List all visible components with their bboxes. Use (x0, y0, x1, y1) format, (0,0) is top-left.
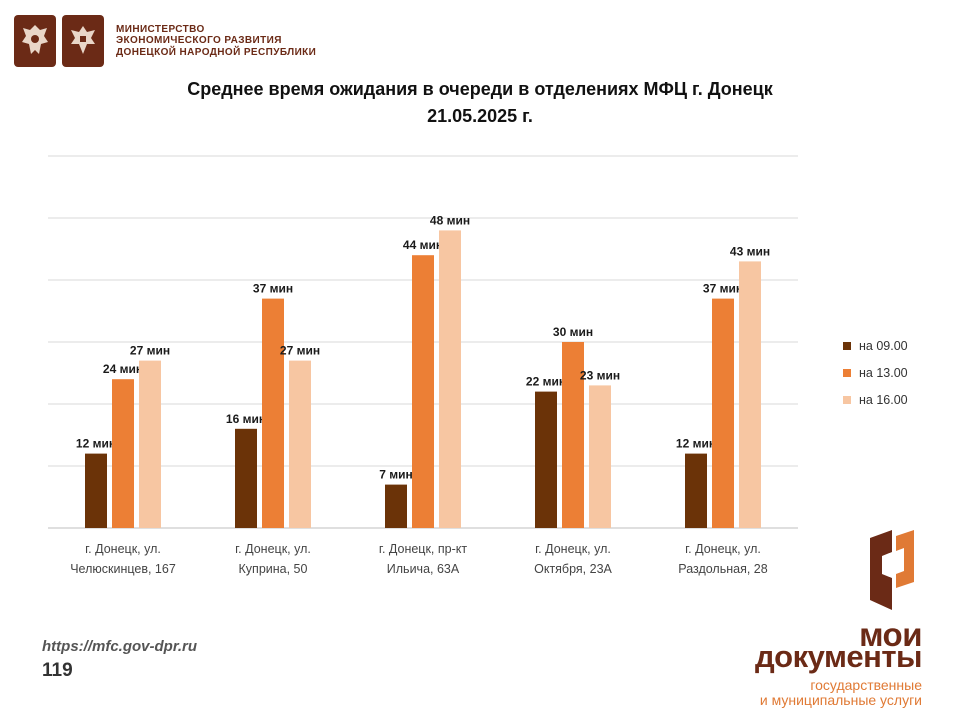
legend-swatch (843, 368, 851, 377)
brand-subtitle: и муниципальные услуги (759, 692, 922, 708)
bar (562, 342, 584, 528)
website-link[interactable]: https://mfc.gov-dpr.ru (42, 638, 197, 655)
bar (385, 484, 407, 528)
x-tick-label: Раздольная, 28 (678, 562, 767, 576)
bar (439, 230, 461, 528)
x-tick-label: г. Донецк, ул. (535, 542, 611, 556)
bar (589, 385, 611, 528)
bar (712, 298, 734, 528)
bar (412, 255, 434, 528)
header: МИНИСТЕРСТВО ЭКОНОМИЧЕСКОГО РАЗВИТИЯ ДОН… (14, 14, 316, 68)
ministry-line: ДОНЕЦКОЙ НАРОДНОЙ РЕСПУБЛИКИ (116, 46, 317, 58)
bar (289, 360, 311, 528)
chart-title-line: 21.05.2025 г. (427, 106, 533, 126)
legend-item: на 09.00 (843, 332, 908, 359)
legend-item: на 16.00 (843, 386, 908, 413)
legend-label: на 16.00 (859, 392, 908, 407)
x-tick-label: Куприна, 50 (239, 562, 308, 576)
bar (685, 453, 707, 528)
ministry-line: МИНИСТЕРСТВО (116, 23, 205, 35)
bar (139, 360, 161, 528)
page-number: 119 (42, 660, 73, 681)
legend-item: на 13.00 (843, 359, 908, 386)
bar (262, 298, 284, 528)
x-tick-label: г. Донецк, пр-кт (379, 542, 467, 556)
chart-title-line: Среднее время ожидания в очереди в отдел… (187, 79, 773, 99)
data-label: 23 мин (580, 368, 620, 382)
bar-chart: 12 мин 24 мин 27 мин г. Донецк, ул. Челюскин… (48, 155, 798, 576)
x-tick-label: г. Донецк, ул. (85, 542, 161, 556)
brand-line1: мои (859, 616, 922, 653)
data-label: 22 мин (526, 375, 566, 389)
legend-label: на 09.00 (859, 338, 908, 353)
ministry-line: ЭКОНОМИЧЕСКОГО РАЗВИТИЯ (116, 35, 282, 47)
chart-legend: на 09.00 на 13.00 на 16.00 (843, 332, 908, 413)
chart-title: Среднее время ожидания в очереди в отдел… (0, 76, 960, 130)
x-tick-label: Ильича, 63А (387, 562, 460, 576)
russia-coat-of-arms-icon (14, 15, 56, 67)
dpr-coat-of-arms-icon (62, 15, 104, 67)
x-tick-label: г. Донецк, ул. (685, 542, 761, 556)
brand-line2: документы (754, 639, 923, 674)
legend-swatch (843, 341, 851, 350)
data-label: 12 мин (76, 437, 116, 451)
data-label: 30 мин (553, 325, 593, 339)
x-tick-label: г. Донецк, ул. (235, 542, 311, 556)
data-label: 27 мин (130, 344, 170, 358)
data-label: 16 мин (226, 412, 266, 426)
bar (85, 453, 107, 528)
moi-dokumenty-logo: мои документы государственные и муниципа… (722, 530, 923, 710)
data-label: 43 мин (730, 244, 770, 258)
data-label: 12 мин (676, 437, 716, 451)
legend-swatch (843, 395, 851, 404)
data-label: 7 мин (379, 468, 413, 482)
data-label: 24 мин (103, 362, 143, 376)
legend-label: на 13.00 (859, 365, 908, 380)
moi-dokumenty-emblem-icon (870, 530, 914, 610)
bar (535, 391, 557, 528)
bar (235, 428, 257, 528)
data-label: 27 мин (280, 344, 320, 358)
brand-subtitle: государственные (810, 677, 922, 693)
x-tick-label: Октября, 23А (534, 562, 612, 576)
ministry-name: МИНИСТЕРСТВО ЭКОНОМИЧЕСКОГО РАЗВИТИЯ ДОН… (116, 24, 316, 59)
data-label: 37 мин (253, 282, 293, 296)
data-label: 48 мин (430, 213, 470, 227)
bar (112, 379, 134, 528)
data-label: 44 мин (403, 238, 443, 252)
data-label: 37 мин (703, 282, 743, 296)
bar (739, 261, 761, 528)
x-tick-label: Челюскинцев, 167 (70, 562, 176, 576)
